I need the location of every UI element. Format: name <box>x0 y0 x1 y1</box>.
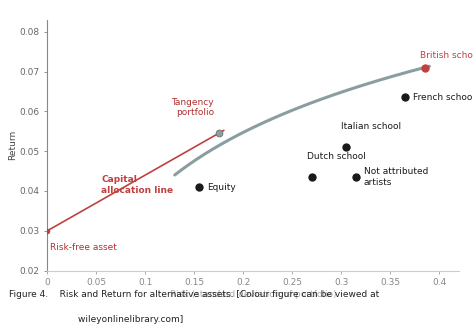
Text: British school: British school <box>420 51 473 60</box>
Y-axis label: Return: Return <box>8 130 17 160</box>
Text: Italian school: Italian school <box>341 122 402 131</box>
Text: wileyonlinelibrary.com]: wileyonlinelibrary.com] <box>9 315 184 324</box>
Text: Tangency
portfolio: Tangency portfolio <box>171 98 214 117</box>
Text: French school: French school <box>413 93 473 102</box>
Text: Capital
allocation line: Capital allocation line <box>101 175 173 195</box>
X-axis label: Risk (standard deviation of portfolio): Risk (standard deviation of portfolio) <box>170 290 336 299</box>
Text: Equity: Equity <box>207 182 236 191</box>
Text: Dutch school: Dutch school <box>307 152 366 161</box>
Text: Figure 4.    Risk and Return for alternative assets. [Colour figure can be viewe: Figure 4. Risk and Return for alternativ… <box>9 290 380 299</box>
Text: Not attributed
artists: Not attributed artists <box>364 167 428 187</box>
Text: Risk-free asset: Risk-free asset <box>50 243 117 252</box>
